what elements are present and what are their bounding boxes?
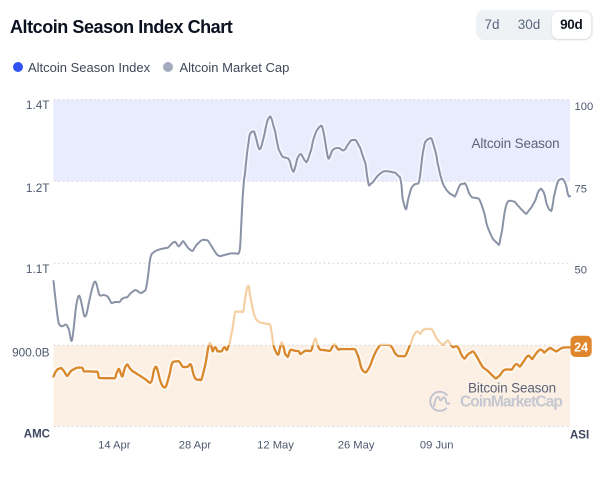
svg-text:12 May: 12 May <box>257 440 294 452</box>
svg-text:900.0B: 900.0B <box>12 346 50 360</box>
svg-text:24: 24 <box>574 341 588 355</box>
svg-text:CoinMarketCap: CoinMarketCap <box>460 394 562 411</box>
svg-text:1.1T: 1.1T <box>26 262 50 276</box>
svg-text:100: 100 <box>575 101 594 113</box>
svg-text:ASI: ASI <box>570 430 589 442</box>
svg-text:Bitcoin Season: Bitcoin Season <box>468 381 556 396</box>
svg-text:28 Apr: 28 Apr <box>179 440 212 452</box>
svg-text:1.2T: 1.2T <box>26 181 50 195</box>
svg-text:26 May: 26 May <box>338 440 375 452</box>
svg-text:09 Jun: 09 Jun <box>420 440 454 452</box>
svg-text:75: 75 <box>575 184 587 196</box>
svg-text:Altcoin Season: Altcoin Season <box>472 136 560 151</box>
svg-text:50: 50 <box>575 264 587 276</box>
svg-text:1.4T: 1.4T <box>26 98 50 112</box>
svg-text:14 Apr: 14 Apr <box>98 440 131 452</box>
svg-text:AMC: AMC <box>24 429 50 441</box>
